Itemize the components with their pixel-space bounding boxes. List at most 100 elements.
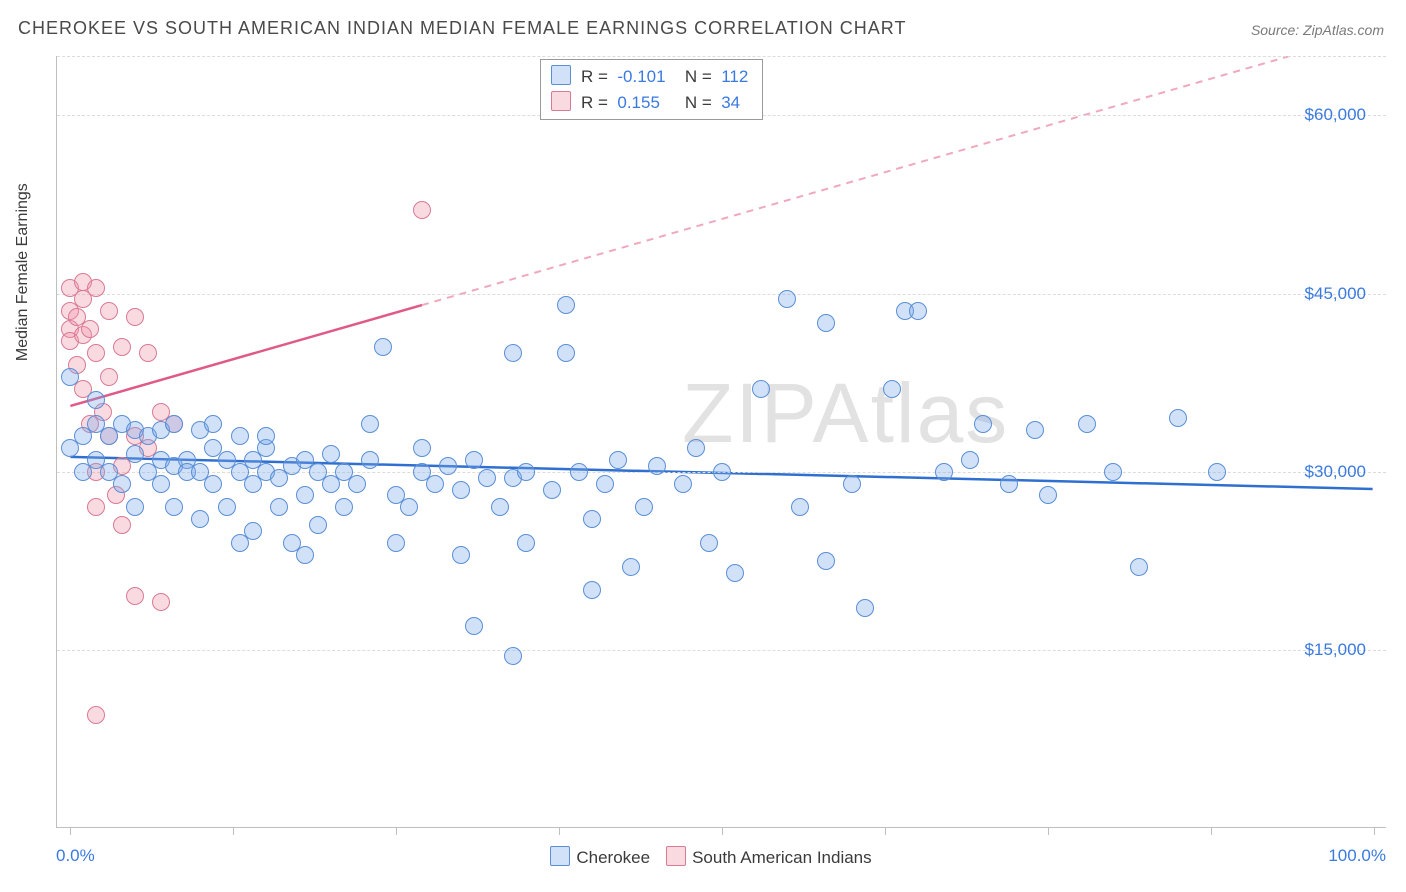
sai-point: [113, 516, 131, 534]
xtick: [1374, 827, 1375, 835]
cherokee-point: [257, 427, 275, 445]
cherokee-point: [583, 581, 601, 599]
cherokee-point: [270, 498, 288, 516]
cherokee-point: [883, 380, 901, 398]
cherokee-point: [974, 415, 992, 433]
cherokee-point: [452, 546, 470, 564]
correlation-stats-box: R = -0.101 N = 112R = 0.155 N = 34: [540, 59, 763, 120]
sai-point: [87, 344, 105, 362]
cherokee-point: [1026, 421, 1044, 439]
watermark-text: ZIPAtlas: [682, 365, 1009, 462]
cherokee-point: [231, 427, 249, 445]
cherokee-point: [152, 475, 170, 493]
yaxis-title: Median Female Earnings: [14, 183, 32, 361]
cherokee-point: [465, 617, 483, 635]
sai-point: [100, 302, 118, 320]
cherokee-point: [113, 475, 131, 493]
cherokee-point: [218, 498, 236, 516]
cherokee-point: [452, 481, 470, 499]
cherokee-point: [165, 498, 183, 516]
legend-swatch: [551, 91, 571, 111]
legend-swatch: [551, 65, 571, 85]
cherokee-point: [126, 498, 144, 516]
cherokee-point: [426, 475, 444, 493]
legend-label: Cherokee: [576, 848, 650, 867]
stat-n: 112: [721, 64, 748, 90]
stat-n: 34: [721, 90, 740, 116]
cherokee-point: [126, 445, 144, 463]
cherokee-point: [491, 498, 509, 516]
cherokee-point: [387, 534, 405, 552]
cherokee-point: [674, 475, 692, 493]
xtick: [396, 827, 397, 835]
cherokee-point: [752, 380, 770, 398]
cherokee-point: [817, 314, 835, 332]
ytick-label: $45,000: [1305, 284, 1366, 304]
cherokee-point: [778, 290, 796, 308]
cherokee-point: [726, 564, 744, 582]
cherokee-point: [61, 368, 79, 386]
cherokee-point: [400, 498, 418, 516]
stats-row: R = -0.101 N = 112: [551, 64, 748, 90]
cherokee-point: [543, 481, 561, 499]
cherokee-point: [517, 463, 535, 481]
cherokee-point: [335, 498, 353, 516]
cherokee-point: [1078, 415, 1096, 433]
cherokee-point: [596, 475, 614, 493]
sai-point: [87, 498, 105, 516]
cherokee-point: [687, 439, 705, 457]
cherokee-point: [322, 445, 340, 463]
cherokee-point: [856, 599, 874, 617]
cherokee-point: [504, 344, 522, 362]
cherokee-point: [374, 338, 392, 356]
cherokee-point: [465, 451, 483, 469]
chart-title: CHEROKEE VS SOUTH AMERICAN INDIAN MEDIAN…: [18, 18, 906, 39]
cherokee-point: [622, 558, 640, 576]
cherokee-point: [609, 451, 627, 469]
sai-point: [87, 706, 105, 724]
sai-point: [126, 308, 144, 326]
sai-point: [81, 320, 99, 338]
cherokee-point: [843, 475, 861, 493]
cherokee-point: [517, 534, 535, 552]
xtick: [559, 827, 560, 835]
cherokee-point: [1208, 463, 1226, 481]
scatter-plot-area: ZIPAtlas $15,000$30,000$45,000$60,000: [56, 56, 1386, 828]
ytick-label: $60,000: [1305, 105, 1366, 125]
cherokee-point: [935, 463, 953, 481]
stats-row: R = 0.155 N = 34: [551, 90, 748, 116]
cherokee-point: [817, 552, 835, 570]
chart-source: Source: ZipAtlas.com: [1251, 22, 1384, 38]
legend-label: South American Indians: [692, 848, 872, 867]
legend-swatch: [666, 846, 686, 866]
cherokee-point: [1169, 409, 1187, 427]
ytick-label: $30,000: [1305, 462, 1366, 482]
sai-point: [126, 587, 144, 605]
xtick: [885, 827, 886, 835]
sai-point: [87, 279, 105, 297]
trendlines-svg: [57, 56, 1386, 827]
cherokee-point: [1000, 475, 1018, 493]
gridline: [57, 294, 1386, 295]
sai-point: [152, 593, 170, 611]
cherokee-point: [478, 469, 496, 487]
cherokee-point: [700, 534, 718, 552]
sai-point: [139, 344, 157, 362]
cherokee-point: [204, 475, 222, 493]
cherokee-point: [439, 457, 457, 475]
cherokee-point: [361, 415, 379, 433]
xtick: [70, 827, 71, 835]
cherokee-point: [361, 451, 379, 469]
xtick: [1211, 827, 1212, 835]
cherokee-point: [1130, 558, 1148, 576]
stat-r: -0.101: [617, 64, 675, 90]
cherokee-point: [1104, 463, 1122, 481]
cherokee-point: [191, 510, 209, 528]
cherokee-point: [648, 457, 666, 475]
cherokee-point: [296, 486, 314, 504]
bottom-legend: Cherokee South American Indians: [0, 846, 1406, 868]
cherokee-point: [244, 522, 262, 540]
gridline: [57, 650, 1386, 651]
cherokee-point: [87, 391, 105, 409]
xtick: [1048, 827, 1049, 835]
